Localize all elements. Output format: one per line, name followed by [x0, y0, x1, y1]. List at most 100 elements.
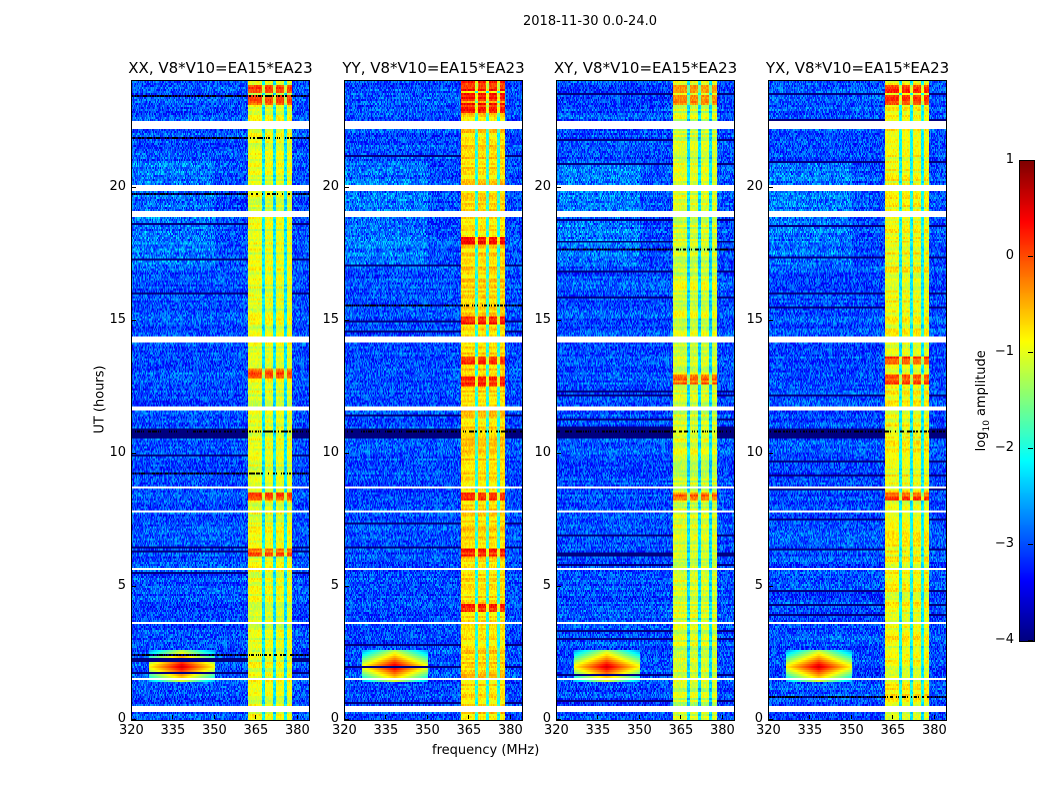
x-tick-mark	[768, 715, 769, 719]
x-tick-label: 365	[880, 723, 906, 738]
colorbar-gradient	[1020, 161, 1034, 641]
panel-title: XX, V8*V10=EA15*EA23	[128, 59, 313, 77]
x-tick-mark	[255, 715, 257, 719]
y-tick-mark	[557, 186, 561, 188]
x-tick-mark	[172, 715, 174, 719]
y-tick-label: 10	[746, 444, 763, 460]
x-tick-mark	[597, 715, 599, 719]
panel-title: XY, V8*V10=EA15*EA23	[553, 59, 738, 77]
x-tick-mark	[892, 715, 894, 719]
colorbar-label-suffix: amplitude	[974, 350, 990, 421]
panel-title: YY, V8*V10=EA15*EA23	[342, 59, 525, 77]
colorbar-tick-mark	[1028, 448, 1033, 449]
colorbar-tick-label: −3	[994, 536, 1014, 551]
x-tick-mark	[296, 715, 298, 719]
y-tick-mark	[769, 319, 773, 321]
x-tick-label: 335	[585, 723, 611, 738]
colorbar-label-prefix: log	[974, 431, 990, 452]
x-tick-label: 335	[797, 723, 823, 738]
y-tick-label: 20	[109, 178, 126, 194]
heatmap-panel-xy: XY, V8*V10=EA15*EA23	[554, 59, 737, 721]
y-tick-label: 15	[322, 311, 339, 327]
y-tick-mark	[557, 319, 561, 321]
y-tick-label: 10	[109, 444, 126, 460]
y-tick-label: 0	[754, 711, 763, 726]
y-tick-mark	[345, 319, 349, 321]
colorbar	[1019, 160, 1035, 642]
heatmap-panel-yx: YX, V8*V10=EA15*EA23	[766, 59, 949, 721]
x-tick-mark	[850, 715, 852, 719]
x-tick-label: 350	[414, 723, 440, 738]
heatmap-image	[769, 81, 946, 720]
y-tick-mark	[132, 719, 136, 720]
colorbar-label-sub: 10	[981, 420, 992, 432]
y-tick-mark	[345, 186, 349, 188]
y-tick-mark	[345, 585, 349, 587]
x-tick-mark	[468, 715, 470, 719]
y-tick-label: 10	[534, 444, 551, 460]
x-tick-label: 320	[119, 723, 144, 738]
x-tick-label: 380	[497, 723, 523, 738]
heatmap-image	[557, 81, 734, 720]
x-tick-label: 365	[243, 723, 269, 738]
y-tick-label: 5	[754, 577, 763, 593]
y-tick-mark	[769, 719, 773, 720]
panel-title: YX, V8*V10=EA15*EA23	[765, 59, 950, 77]
y-tick-mark	[557, 585, 561, 587]
heatmap-panel-yy: YY, V8*V10=EA15*EA23	[342, 59, 525, 721]
y-tick-mark	[769, 186, 773, 188]
x-tick-label: 380	[709, 723, 735, 738]
x-tick-mark	[933, 715, 935, 719]
heatmap-panel-xx: XX, V8*V10=EA15*EA23	[128, 59, 313, 721]
colorbar-label: log10 amplitude	[974, 336, 992, 466]
colorbar-tick-label: −1	[994, 344, 1014, 359]
x-tick-label: 320	[332, 723, 357, 738]
heatmap-image	[345, 81, 522, 720]
y-tick-label: 15	[746, 311, 763, 327]
y-tick-label: 0	[542, 711, 551, 726]
heatmap-image	[132, 81, 309, 720]
colorbar-tick-label: −4	[994, 632, 1014, 647]
y-tick-label: 0	[330, 711, 339, 726]
y-tick-label: 20	[322, 178, 339, 194]
y-tick-mark	[132, 452, 136, 454]
colorbar-tick-mark	[1028, 640, 1033, 641]
x-tick-label: 350	[838, 723, 864, 738]
y-tick-mark	[345, 719, 349, 720]
y-tick-label: 5	[542, 577, 551, 593]
y-tick-label: 15	[534, 311, 551, 327]
y-tick-mark	[345, 452, 349, 454]
x-tick-label: 365	[456, 723, 482, 738]
x-tick-label: 350	[201, 723, 227, 738]
y-tick-mark	[132, 319, 136, 321]
y-axis-label: UT (hours)	[92, 365, 108, 434]
x-tick-mark	[721, 715, 723, 719]
y-tick-mark	[132, 186, 136, 188]
colorbar-tick-mark	[1028, 256, 1033, 257]
colorbar-tick-label: 1	[1005, 152, 1014, 167]
y-tick-label: 5	[330, 577, 339, 593]
x-tick-label: 365	[668, 723, 694, 738]
figure-title: 2018-11-30 0.0-24.0	[523, 14, 657, 29]
x-tick-mark	[213, 715, 215, 719]
x-tick-mark	[131, 715, 132, 719]
x-tick-mark	[680, 715, 682, 719]
x-tick-mark	[809, 715, 811, 719]
y-tick-mark	[769, 585, 773, 587]
y-tick-label: 20	[746, 178, 763, 194]
y-tick-label: 10	[322, 444, 339, 460]
x-tick-mark	[426, 715, 428, 719]
x-tick-mark	[638, 715, 640, 719]
x-tick-label: 335	[160, 723, 186, 738]
y-tick-mark	[557, 452, 561, 454]
y-tick-label: 20	[534, 178, 551, 194]
x-tick-label: 320	[544, 723, 569, 738]
colorbar-tick-mark	[1028, 352, 1033, 353]
x-axis-label: frequency (MHz)	[432, 743, 540, 758]
x-tick-label: 380	[921, 723, 947, 738]
x-tick-label: 320	[756, 723, 781, 738]
x-tick-mark	[385, 715, 387, 719]
x-tick-mark	[509, 715, 511, 719]
colorbar-tick-label: −2	[994, 440, 1014, 455]
x-tick-label: 335	[373, 723, 399, 738]
